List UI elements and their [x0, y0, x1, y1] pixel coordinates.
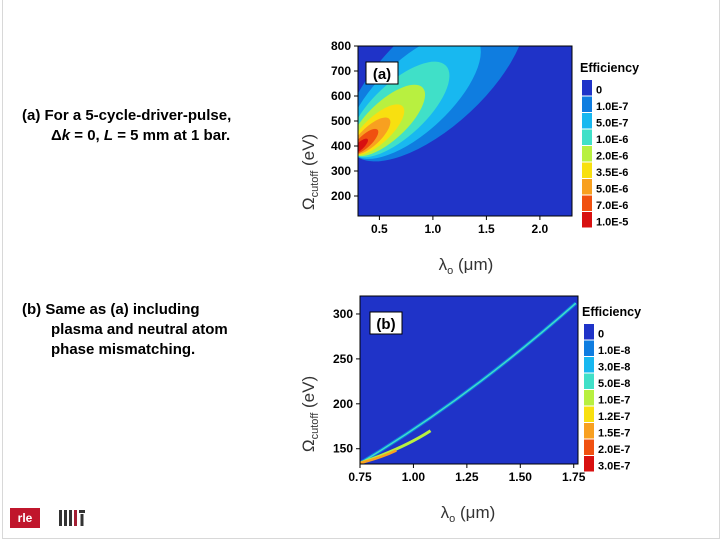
legend-label-b-8: 3.0E-7 — [598, 461, 630, 473]
y-axis-label-b: Ωcutoff (eV) — [299, 376, 321, 452]
legend-label-b-2: 3.0E-8 — [598, 362, 630, 374]
y-tick-label-b-2: 250 — [333, 352, 353, 366]
legend-swatch-a-7 — [582, 195, 592, 211]
delta-symbol: Δ — [51, 127, 62, 144]
panel-label-a: (a) — [373, 66, 391, 83]
y-tick-label-a-1: 300 — [331, 164, 351, 178]
contour-bands-a — [358, 46, 527, 162]
legend-label-a-0: 0 — [596, 85, 602, 97]
panel-label-box-b — [369, 311, 403, 335]
legend-label-b-6: 1.5E-7 — [598, 428, 630, 440]
y-axis-label-a: Ωcutoff (eV) — [299, 134, 321, 210]
legend-title-a: Efficiency — [580, 61, 639, 75]
x-tick-label-b-0: 0.75 — [348, 470, 372, 484]
x-tick-label-a-0: 0.5 — [371, 222, 388, 236]
y-tick-label-a-0: 200 — [331, 189, 351, 203]
x-axis-label-a: λo (μm) — [439, 255, 494, 277]
legend-swatch-b-1 — [584, 340, 594, 356]
ridge-b — [360, 301, 578, 464]
y-tick-label-a-6: 800 — [331, 39, 351, 53]
chart-a-svg: (a) 0.5 1.0 1.5 2.0 200 300 400 500 600 700 800 Ωcut… — [299, 39, 639, 277]
chart-b: (b) 0.75 1.00 1.25 1.50 1.75 150 200 250 300 Ωcuto… — [296, 290, 666, 525]
legend-label-b-0: 0 — [598, 329, 604, 341]
legend-label-b-5: 1.2E-7 — [598, 411, 630, 423]
ridge-mid-b — [360, 302, 577, 464]
legend-swatch-a-4 — [582, 146, 592, 162]
legend-label-a-2: 5.0E-7 — [596, 118, 628, 130]
y-tick-label-b-3: 300 — [333, 307, 353, 321]
y-tick-label-b-1: 200 — [333, 397, 353, 411]
caption-a-line2-mid: = 0, — [70, 127, 104, 144]
plot-frame-a — [357, 45, 573, 217]
y-tick-label-a-2: 400 — [331, 139, 351, 153]
k-symbol: k — [61, 127, 71, 144]
legend-label-a-7: 7.0E-6 — [596, 200, 628, 212]
legend-title-b: Efficiency — [582, 305, 641, 319]
legend-swatch-b-5 — [584, 406, 594, 422]
x-tick-label-b-1: 1.00 — [402, 470, 426, 484]
legend-swatch-a-8 — [582, 212, 592, 228]
legend-swatch-b-7 — [584, 439, 594, 455]
legend-swatch-a-0 — [582, 80, 592, 96]
legend-label-a-6: 5.0E-6 — [596, 184, 628, 196]
x-tick-label-b-2: 1.25 — [455, 470, 479, 484]
caption-b-line1: (b) Same as (a) including — [22, 301, 200, 318]
x-tick-label-b-4: 1.75 — [562, 470, 586, 484]
legend-swatch-a-3 — [582, 129, 592, 145]
legend-label-a-5: 3.5E-6 — [596, 167, 628, 179]
legend-label-a-1: 1.0E-7 — [596, 101, 628, 113]
legend-label-a-8: 1.0E-5 — [596, 217, 628, 229]
legend-swatch-a-1 — [582, 96, 592, 112]
caption-b-line3: phase mismatching. — [51, 341, 196, 358]
x-tick-label-a-3: 2.0 — [532, 222, 549, 236]
y-tick-label-a-5: 700 — [331, 64, 351, 78]
legend-label-b-4: 1.0E-7 — [598, 395, 630, 407]
x-tick-label-b-3: 1.50 — [509, 470, 533, 484]
y-tick-label-b-0: 150 — [333, 442, 353, 456]
legend-swatch-a-2 — [582, 113, 592, 129]
l-symbol: L — [103, 127, 114, 144]
legend-swatch-a-6 — [582, 179, 592, 195]
caption-a: (a) For a 5-cycle-driver-pulse, Δk = 0, … — [22, 106, 292, 146]
legend-swatch-b-2 — [584, 357, 594, 373]
legend-swatch-b-4 — [584, 390, 594, 406]
rle-logo: rle — [10, 508, 40, 528]
chart-a: (a) 0.5 1.0 1.5 2.0 200 300 400 500 600 700 800 Ωcut… — [296, 38, 656, 278]
legend-label-b-7: 2.0E-7 — [598, 444, 630, 456]
legend-label-b-1: 1.0E-8 — [598, 345, 630, 357]
x-axis-label-b: λo (μm) — [441, 503, 496, 525]
y-tick-label-a-3: 500 — [331, 114, 351, 128]
caption-b: (b) Same as (a) including plasma and neu… — [22, 300, 292, 360]
panel-label-box-a — [365, 61, 399, 85]
caption-b-line2: plasma and neutral atom — [51, 321, 228, 338]
mit-logo — [59, 510, 85, 526]
legend-swatch-a-5 — [582, 162, 592, 178]
caption-a-line2-rest: = 5 mm at 1 bar. — [113, 127, 231, 144]
caption-a-line1: (a) For a 5-cycle-driver-pulse, — [22, 107, 232, 124]
legend-swatch-b-6 — [584, 423, 594, 439]
legend-swatch-b-0 — [584, 324, 594, 340]
legend-label-a-4: 2.0E-6 — [596, 151, 628, 163]
legend-label-b-3: 5.0E-8 — [598, 378, 630, 390]
y-tick-label-a-4: 600 — [331, 89, 351, 103]
ridge-peak-b — [360, 449, 397, 464]
legend-swatch-b-3 — [584, 373, 594, 389]
contour-band-a-7 — [358, 138, 368, 154]
plot-frame-b — [359, 295, 579, 465]
x-tick-label-a-1: 1.0 — [425, 222, 442, 236]
chart-b-svg: (b) 0.75 1.00 1.25 1.50 1.75 150 200 250 300 Ωcuto… — [299, 295, 641, 525]
legend-swatch-b-8 — [584, 456, 594, 472]
caption-a-line2: Δk = 0, L = 5 mm at 1 bar. — [22, 126, 292, 146]
legend-label-a-3: 1.0E-6 — [596, 134, 628, 146]
panel-label-b: (b) — [376, 316, 395, 333]
x-tick-label-a-2: 1.5 — [478, 222, 495, 236]
